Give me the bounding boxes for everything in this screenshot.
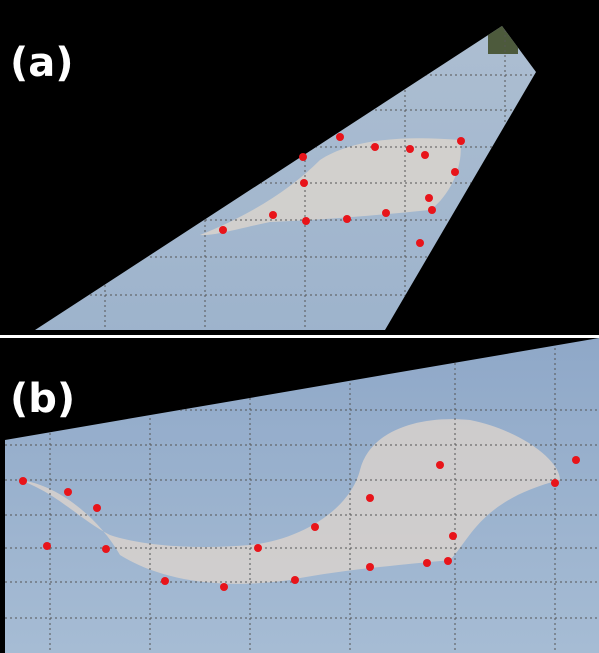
panel-label: (a) <box>10 40 74 86</box>
figure: (a) (b) <box>0 0 599 653</box>
panel-label: (b) <box>10 376 75 422</box>
page: (a) (b) (() => { const data = JSON.parse… <box>0 0 599 653</box>
